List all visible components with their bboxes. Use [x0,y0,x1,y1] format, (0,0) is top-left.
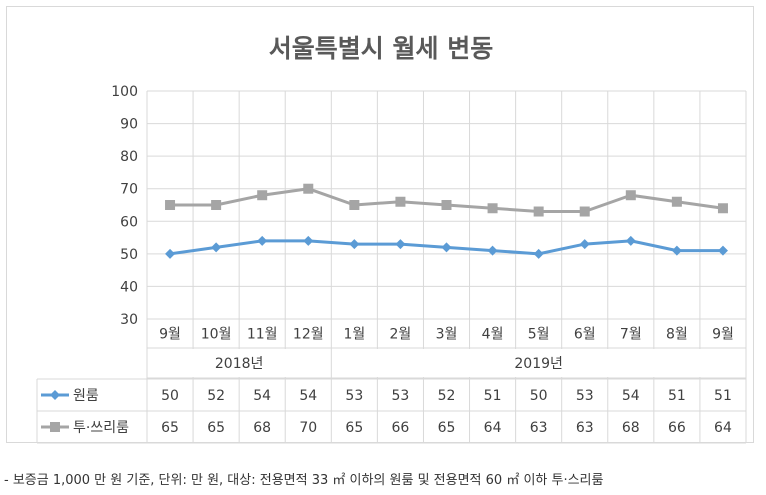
data-point-2 [257,190,268,201]
legend-marker-1 [50,390,60,400]
y-tick-label: 30 [120,312,138,328]
x-tick-label: 1월 [343,327,365,343]
data-point-2 [165,200,176,210]
chart-svg: 서울특별시 월세 변동 30 40 50 60 70 80 90 100 9월 10월 11월 12월… [36,34,747,444]
y-tick-label: 100 [111,84,138,100]
data-label-2: 68 [253,420,271,436]
x-tick-label: 10월 [201,327,232,343]
data-label-1: 51 [668,388,686,404]
data-label-1: 53 [345,388,363,404]
data-point-1 [579,239,590,250]
data-point-1 [349,239,360,250]
data-label-2: 65 [207,420,225,436]
data-label-1: 50 [530,388,548,404]
data-point-1 [625,235,636,246]
footnote: - 보증금 1,000 만 원 기준, 단위: 만 원, 대상: 전용면적 33… [4,473,604,488]
x-tick-label: 9월 [712,327,734,343]
data-point-1 [487,245,498,256]
y-tick-label: 40 [120,279,138,295]
year-label: 2019년 [514,356,563,372]
legend-marker-2 [50,422,60,432]
data-label-2: 63 [576,420,594,436]
y-tick-label: 80 [120,149,138,165]
data-label-1: 53 [392,388,410,404]
data-label-2: 65 [345,420,363,436]
legend-label-1: 원룸 [73,388,99,404]
y-tick-label: 50 [120,247,138,263]
data-label-2: 70 [299,420,317,436]
data-point-2 [717,203,728,214]
data-label-2: 66 [668,420,686,436]
data-label-2: 64 [484,420,502,436]
data-point-1 [533,248,544,259]
data-point-1 [211,242,222,253]
data-point-2 [487,203,498,214]
data-point-2 [395,196,406,207]
x-tick-label: 6월 [574,327,596,343]
legend-label-2: 투·쓰리룸 [73,420,129,436]
data-label-1: 54 [299,388,317,404]
data-point-2 [671,196,682,207]
data-label-1: 52 [438,388,456,404]
data-point-2 [441,200,452,210]
data-point-1 [257,235,268,246]
x-tick-label: 11월 [247,327,278,343]
data-label-1: 50 [161,388,179,404]
x-tick-label: 8월 [666,327,688,343]
data-label-2: 64 [714,420,732,436]
data-point-1 [441,242,452,253]
chart-frame: 서울특별시 월세 변동 30 40 50 60 70 80 90 100 9월 10월 11월 12월… [6,6,754,444]
data-label-2: 66 [392,420,410,436]
data-point-2 [303,183,314,194]
data-label-2: 63 [530,420,548,436]
data-point-1 [165,248,176,259]
y-tick-label: 70 [120,182,138,198]
x-tick-label: 3월 [436,327,458,343]
data-point-2 [211,200,222,210]
data-point-1 [395,239,406,250]
y-tick-label: 90 [120,117,138,133]
x-tick-label: 4월 [482,327,504,343]
data-point-2 [533,206,544,217]
year-label: 2018년 [215,356,264,372]
data-label-2: 68 [622,420,640,436]
data-label-2: 65 [161,420,179,436]
data-label-1: 51 [484,388,502,404]
data-label-1: 53 [576,388,594,404]
data-point-1 [303,235,314,246]
x-tick-label: 12월 [293,327,324,343]
x-tick-label: 5월 [528,327,550,343]
data-label-1: 54 [622,388,640,404]
x-tick-label: 9월 [159,327,181,343]
data-label-1: 54 [253,388,271,404]
data-point-1 [717,245,728,256]
x-tick-label: 2월 [390,327,412,343]
data-label-2: 65 [438,420,456,436]
data-point-2 [349,200,360,210]
chart-title: 서울특별시 월세 변동 [269,34,493,63]
data-label-1: 51 [714,388,732,404]
data-point-1 [671,245,682,256]
x-tick-label: 7월 [620,327,642,343]
data-label-1: 52 [207,388,225,404]
data-point-2 [579,206,590,217]
y-tick-label: 60 [120,214,138,230]
data-point-2 [625,190,636,201]
